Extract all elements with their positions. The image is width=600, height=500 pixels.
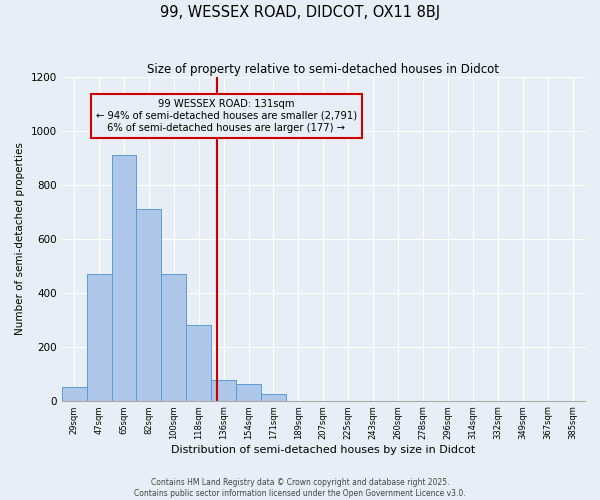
Bar xyxy=(261,394,286,400)
Bar xyxy=(211,380,236,400)
Title: Size of property relative to semi-detached houses in Didcot: Size of property relative to semi-detach… xyxy=(148,62,499,76)
Bar xyxy=(136,209,161,400)
Bar xyxy=(112,155,136,400)
Y-axis label: Number of semi-detached properties: Number of semi-detached properties xyxy=(15,142,25,335)
Bar xyxy=(161,274,186,400)
Bar xyxy=(86,274,112,400)
Text: 99 WESSEX ROAD: 131sqm
← 94% of semi-detached houses are smaller (2,791)
6% of s: 99 WESSEX ROAD: 131sqm ← 94% of semi-det… xyxy=(95,100,357,132)
Text: Contains HM Land Registry data © Crown copyright and database right 2025.
Contai: Contains HM Land Registry data © Crown c… xyxy=(134,478,466,498)
X-axis label: Distribution of semi-detached houses by size in Didcot: Distribution of semi-detached houses by … xyxy=(171,445,475,455)
Bar xyxy=(236,384,261,400)
Bar xyxy=(62,387,86,400)
Text: 99, WESSEX ROAD, DIDCOT, OX11 8BJ: 99, WESSEX ROAD, DIDCOT, OX11 8BJ xyxy=(160,5,440,20)
Bar xyxy=(186,325,211,400)
